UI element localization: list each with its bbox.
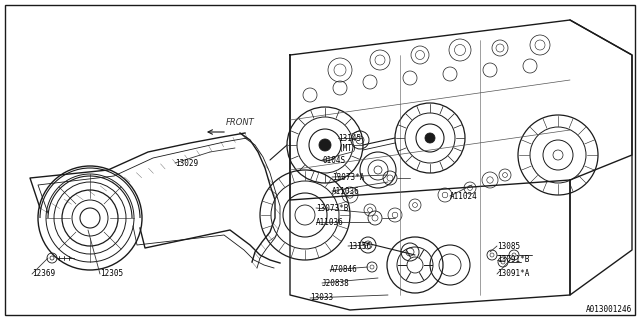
Text: 13091*A: 13091*A (497, 269, 529, 278)
Text: 13091*B: 13091*B (497, 255, 529, 265)
Text: 0104S: 0104S (322, 156, 345, 164)
Text: (MT): (MT) (338, 143, 356, 153)
Text: 12369: 12369 (32, 269, 55, 278)
Text: 13033: 13033 (310, 293, 333, 302)
Text: A70846: A70846 (330, 266, 358, 275)
Text: 13073*B: 13073*B (316, 204, 348, 212)
Circle shape (319, 139, 331, 151)
Text: A013001246: A013001246 (586, 305, 632, 314)
Text: 13156: 13156 (348, 242, 371, 251)
Text: 13145: 13145 (338, 133, 361, 142)
Text: 13085: 13085 (497, 242, 520, 251)
Circle shape (425, 133, 435, 143)
Text: A11036: A11036 (332, 187, 360, 196)
Text: 13073*A: 13073*A (332, 172, 364, 181)
Text: 12305: 12305 (100, 269, 123, 278)
Text: J20838: J20838 (322, 278, 349, 287)
Text: FRONT: FRONT (226, 118, 255, 127)
Text: 13029: 13029 (175, 158, 198, 167)
Text: A11036: A11036 (316, 218, 344, 227)
Text: A11024: A11024 (450, 191, 477, 201)
